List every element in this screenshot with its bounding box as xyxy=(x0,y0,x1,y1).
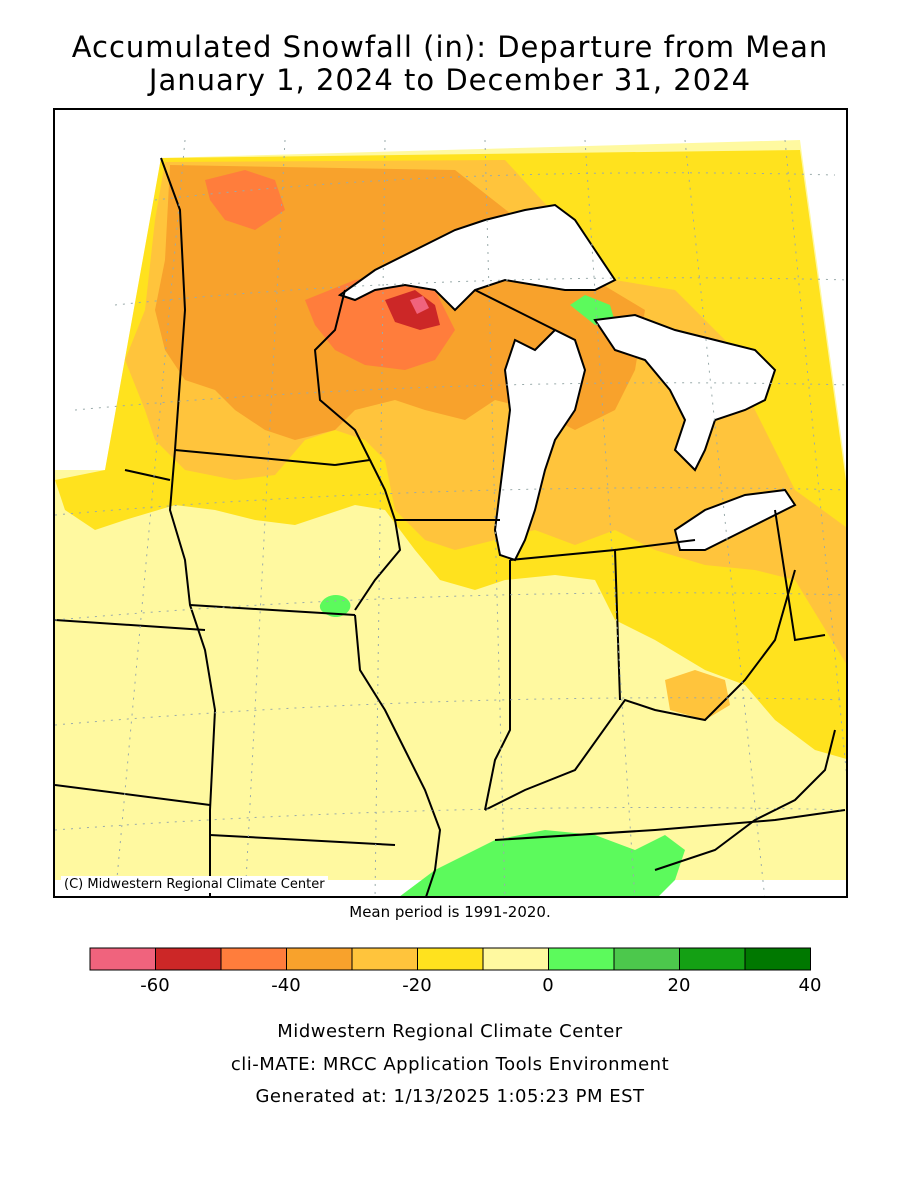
ky-tn-border xyxy=(494,809,846,841)
lake-erie xyxy=(673,488,797,551)
legend-swatch xyxy=(89,947,156,971)
ne-sd-border xyxy=(124,469,171,481)
oh-pa-border xyxy=(774,509,826,642)
mi-border xyxy=(614,539,696,551)
contour-green-south xyxy=(400,830,685,896)
legend-tick-label: 40 xyxy=(798,975,822,996)
graticule xyxy=(55,139,846,896)
contour-pink xyxy=(410,296,429,314)
legend-tick-label: -40 xyxy=(271,975,301,996)
va-border xyxy=(654,729,836,871)
mo-ar-border xyxy=(209,834,396,846)
footer-organization: Midwestern Regional Climate Center xyxy=(277,1021,623,1042)
legend-swatch xyxy=(548,947,615,971)
lake-huron xyxy=(593,313,777,472)
legend-tick-label: -60 xyxy=(140,975,170,996)
mean-period-note: Mean period is 1991-2020. xyxy=(349,903,551,921)
contour-ohio-orange xyxy=(665,670,730,720)
ia-south-border xyxy=(189,604,356,616)
lake-superior xyxy=(337,203,617,312)
contour-darkorange-mn xyxy=(205,170,285,230)
legend-swatch xyxy=(482,947,549,971)
chart-title-line1: Accumulated Snowfall (in): Departure fro… xyxy=(71,30,829,64)
chart-title-line2: January 1, 2024 to December 31, 2024 xyxy=(148,63,752,97)
footer-generated-at: Generated at: 1/13/2025 1:05:23 PM EST xyxy=(255,1086,645,1107)
lake-michigan xyxy=(493,328,587,562)
footer-application: cli-MATE: MRCC Application Tools Environ… xyxy=(230,1054,670,1075)
legend-swatch xyxy=(679,947,746,971)
contour-green-up xyxy=(570,295,615,325)
legend-swatch xyxy=(613,947,680,971)
legend-swatch xyxy=(286,947,353,971)
ia-wi-il xyxy=(354,459,402,611)
color-legend xyxy=(89,947,811,971)
legend-tick-label: -20 xyxy=(402,975,432,996)
legend-tick-label: 0 xyxy=(542,975,554,996)
il-in-border xyxy=(484,560,511,811)
ks-ne-border xyxy=(55,619,206,631)
legend-swatch xyxy=(351,947,418,971)
state-boundaries xyxy=(55,157,846,896)
legend-swatch xyxy=(744,947,811,971)
mi-up-border xyxy=(474,289,556,331)
il-west-mo xyxy=(354,614,442,896)
great-lakes xyxy=(337,203,797,562)
mn-west-border xyxy=(160,157,187,451)
legend-swatch xyxy=(220,947,287,971)
ia-west-border xyxy=(168,449,217,896)
legend-tick-label: 20 xyxy=(667,975,691,996)
map-copyright: (C) Midwestern Regional Climate Center xyxy=(61,876,328,893)
snowfall-departure-map xyxy=(55,139,846,896)
legend-swatch xyxy=(417,947,484,971)
mn-south-border xyxy=(174,449,336,466)
ohio-river xyxy=(484,569,796,811)
map-panel: (C) Midwestern Regional Climate Center xyxy=(53,108,848,898)
ks-ok-border xyxy=(55,784,211,806)
contour-red xyxy=(385,290,440,330)
legend-swatch xyxy=(155,947,222,971)
